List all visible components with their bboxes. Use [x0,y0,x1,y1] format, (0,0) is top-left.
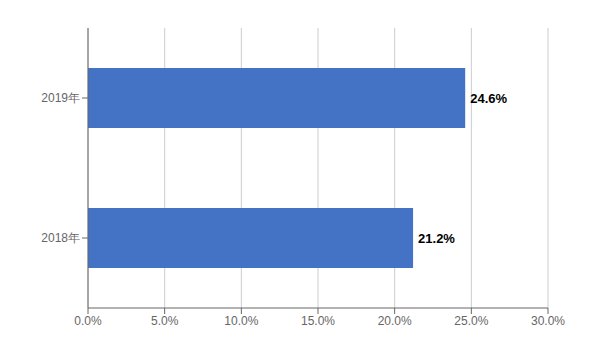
svg-text:24.6%: 24.6% [470,91,507,106]
svg-text:30.0%: 30.0% [531,314,565,328]
svg-text:2019年: 2019年 [41,91,80,105]
svg-text:10.0%: 10.0% [224,314,258,328]
svg-text:20.0%: 20.0% [378,314,412,328]
svg-text:5.0%: 5.0% [151,314,179,328]
svg-text:2018年: 2018年 [41,231,80,245]
svg-text:21.2%: 21.2% [418,231,455,246]
svg-text:0.0%: 0.0% [74,314,102,328]
svg-text:15.0%: 15.0% [301,314,335,328]
svg-text:25.0%: 25.0% [454,314,488,328]
